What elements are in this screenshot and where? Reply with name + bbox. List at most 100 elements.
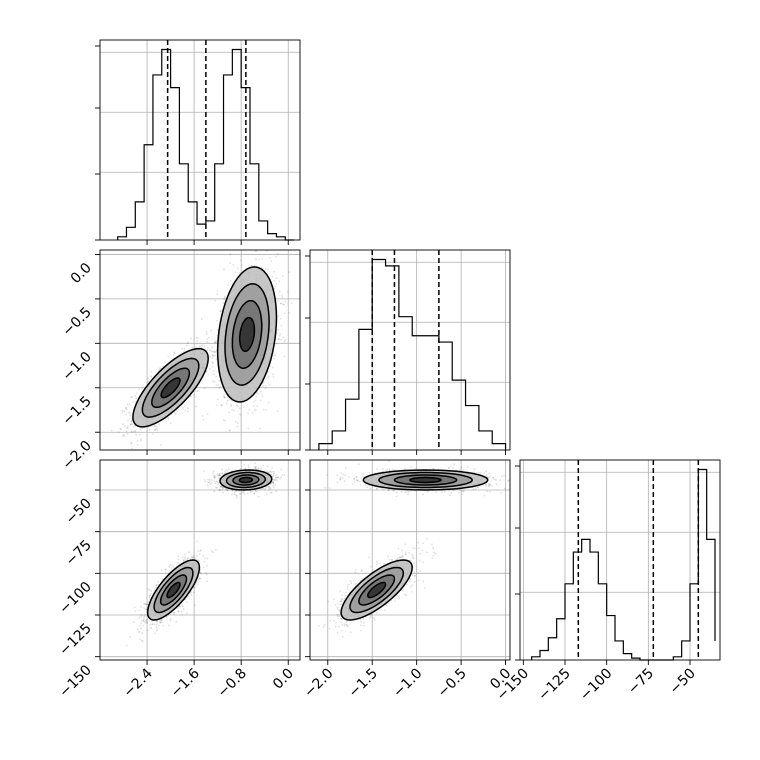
scatter-point: [165, 615, 168, 618]
scatter-point: [211, 361, 213, 364]
scatter-point: [195, 586, 197, 589]
scatter-point: [140, 438, 142, 441]
scatter-point: [234, 491, 236, 494]
scatter-point: [273, 472, 276, 475]
scatter-point: [283, 340, 286, 343]
scatter-point: [271, 276, 274, 278]
scatter-point: [250, 491, 252, 494]
scatter-point: [270, 491, 273, 494]
scatter-point: [243, 493, 246, 495]
scatter-point: [186, 410, 189, 413]
scatter-point: [269, 483, 272, 486]
scatter-point: [234, 271, 237, 274]
scatter-point: [187, 557, 190, 559]
scatter-point: [144, 620, 146, 623]
scatter-point: [235, 490, 238, 493]
scatter-point: [159, 620, 162, 623]
hist-grid: [100, 51, 300, 173]
scatter-point: [272, 481, 274, 484]
scatter-point: [229, 430, 231, 432]
scatter-point: [194, 604, 196, 607]
scatter-point: [194, 390, 197, 392]
scatter-point: [144, 602, 147, 605]
scatter-point: [282, 303, 285, 306]
scatter-point: [273, 279, 276, 282]
scatter-point: [155, 626, 158, 628]
scatter-point: [145, 603, 148, 606]
scatter-point: [182, 559, 185, 562]
scatter-point: [258, 258, 260, 261]
scatter-point: [159, 619, 162, 622]
scatter-point: [190, 395, 192, 398]
scatter-point: [142, 624, 145, 627]
x-tick-label: −100: [577, 666, 616, 705]
scatter-point: [255, 242, 257, 244]
scatter-point: [254, 250, 257, 253]
contour-line: [151, 367, 191, 409]
contour-line: [160, 377, 181, 399]
scatter-point: [210, 350, 213, 353]
scatter-point: [226, 399, 229, 402]
scatter-point: [254, 466, 256, 469]
scatter-point: [173, 351, 176, 354]
scatter-point: [131, 447, 134, 450]
scatter-point: [213, 490, 216, 493]
scatter-point: [192, 591, 195, 594]
scatter-point: [224, 488, 227, 491]
scatter-point: [220, 309, 223, 312]
scatter-point: [274, 244, 276, 246]
scatter-point: [199, 571, 202, 573]
scatter-point: [214, 486, 217, 489]
scatter-point: [229, 262, 232, 264]
scatter-point: [237, 405, 239, 408]
scatter-point: [226, 396, 228, 399]
scatter-point: [260, 266, 262, 269]
scatter-point: [130, 423, 132, 426]
scatter-point: [212, 369, 215, 372]
scatter-point: [190, 593, 193, 596]
scatter-point: [125, 427, 128, 429]
scatter-point: [143, 607, 146, 609]
scatter-point: [214, 341, 216, 344]
scatter-point: [161, 569, 163, 572]
scatter-point: [172, 613, 175, 615]
scatter-point: [164, 361, 167, 363]
scatter-point: [169, 422, 172, 425]
scatter-point: [147, 588, 150, 590]
scatter-point: [200, 352, 203, 355]
scatter-point: [154, 632, 157, 635]
scatter-point: [273, 357, 275, 360]
scatter-point: [272, 352, 275, 355]
scatter-point: [210, 550, 213, 553]
scatter-point: [282, 303, 285, 306]
scatter-point: [251, 412, 254, 414]
scatter-point: [228, 429, 231, 431]
scatter-point: [255, 395, 258, 398]
scatter-point: [269, 487, 272, 490]
scatter-point: [269, 486, 271, 489]
scatter-point: [134, 401, 137, 403]
hist-grid: [520, 471, 720, 593]
scatter-point: [211, 354, 214, 357]
scatter-point: [202, 366, 204, 369]
scatter-point: [276, 476, 279, 479]
scatter-point: [144, 613, 147, 616]
scatter-point: [125, 430, 128, 433]
scatter-point: [277, 315, 280, 317]
scatter-point: [201, 344, 203, 347]
scatter-point: [218, 473, 221, 475]
scatter-point: [141, 427, 143, 430]
scatter-point: [234, 420, 237, 423]
contour-line: [153, 566, 194, 614]
scatter-point: [143, 616, 146, 618]
scatter-point: [153, 425, 156, 427]
scatter-point: [139, 433, 141, 436]
scatter-point: [253, 492, 256, 495]
scatter-point: [250, 247, 252, 249]
scatter-point: [211, 357, 214, 360]
scatter-point: [195, 584, 197, 587]
scatter-point: [211, 350, 214, 353]
scatter-point: [177, 607, 179, 610]
scatter-point: [199, 577, 201, 580]
scatter-point: [148, 596, 151, 599]
